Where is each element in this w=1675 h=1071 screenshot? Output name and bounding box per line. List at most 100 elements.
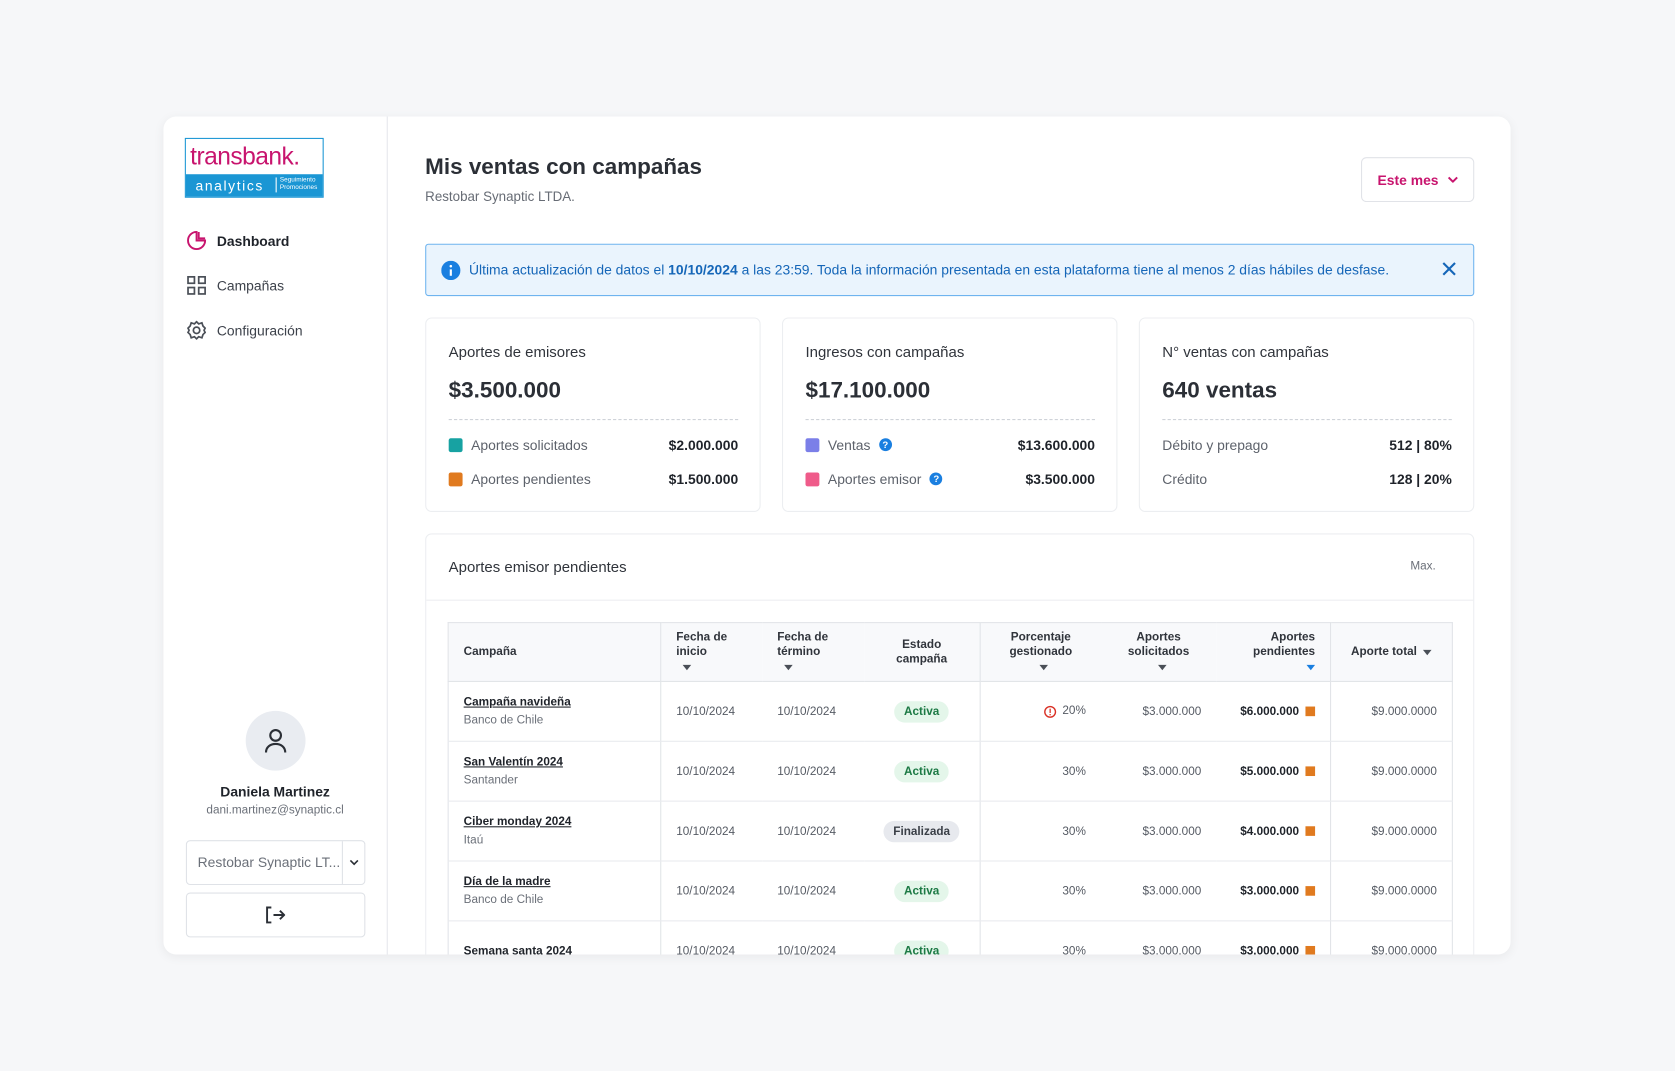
swatch xyxy=(448,471,463,486)
table-row: Campaña navideña Banco de Chile 10/10/2024… xyxy=(447,681,1453,742)
total: $9.000.0000 xyxy=(1330,801,1453,862)
divider xyxy=(426,599,1474,601)
column-header[interactable]: Fecha de inicio xyxy=(660,622,763,682)
nav-label: Dashboard xyxy=(216,232,290,249)
status-badge: Activa xyxy=(894,700,949,723)
pending: $3.000.000 xyxy=(1240,944,1300,955)
swatch xyxy=(448,437,463,452)
total: $9.000.0000 xyxy=(1330,920,1453,955)
percent: 30% xyxy=(1062,884,1086,898)
logo-tag: Seguimiento Promociones xyxy=(275,177,323,193)
row-value: 128 | 20% xyxy=(1389,470,1452,487)
campaign-link[interactable]: Ciber monday 2024 xyxy=(463,815,572,829)
percent-cell: 30% xyxy=(980,741,1101,802)
column-label: Aportes pendientes xyxy=(1253,630,1316,659)
sort-arrow xyxy=(783,664,793,670)
campaign-link[interactable]: Semana santa 2024 xyxy=(463,944,573,955)
requested: $3.000.000 xyxy=(1100,801,1217,862)
start-date: 10/10/2024 xyxy=(660,741,763,802)
pending-marker xyxy=(1305,886,1316,896)
pending-cell: $4.000.000 xyxy=(1216,801,1332,862)
row-value: $1.500.000 xyxy=(668,470,739,487)
sort-arrow xyxy=(682,664,692,670)
nav-item[interactable]: Dashboard xyxy=(187,230,290,250)
sort-arrow xyxy=(1306,664,1316,670)
total: $9.000.0000 xyxy=(1330,741,1453,802)
campaign-link[interactable]: Campaña navideña xyxy=(463,695,571,709)
row-value: $13.600.000 xyxy=(1017,436,1096,453)
column-header[interactable]: Aportes pendientes xyxy=(1216,622,1332,682)
campaign-cell: Ciber monday 2024 Itaú xyxy=(447,801,662,862)
start-date: 10/10/2024 xyxy=(660,681,763,742)
card-row: Aportes solicitados $2.000.000 xyxy=(448,434,738,455)
help-icon[interactable]: ? xyxy=(929,472,943,486)
end-date: 10/10/2024 xyxy=(762,860,864,922)
company-select-value: Restobar Synaptic LT... xyxy=(197,854,341,871)
requested: $3.000.000 xyxy=(1100,920,1217,955)
row-label: Crédito xyxy=(1162,470,1208,487)
status-badge: Finalizada xyxy=(883,820,960,842)
period-dropdown[interactable]: Este mes xyxy=(1361,157,1475,203)
avatar xyxy=(245,710,306,771)
start-date: 10/10/2024 xyxy=(660,920,763,955)
column-header[interactable]: Fecha de término xyxy=(762,622,864,682)
logo: transbank. analytics Seguimiento Promoci… xyxy=(184,137,324,198)
swatch xyxy=(805,437,820,452)
company-select[interactable]: Restobar Synaptic LT... xyxy=(185,840,366,886)
end-date: 10/10/2024 xyxy=(762,801,864,862)
pending: $5.000.000 xyxy=(1240,764,1300,778)
nav-item[interactable]: Campañas xyxy=(187,275,284,295)
column-label: Estado campaña xyxy=(896,638,948,666)
kpi-card: N° ventas con campañas 640 ventas Débito y… xyxy=(1138,317,1475,513)
warning-icon xyxy=(1044,705,1057,718)
card-row: Aportes pendientes $1.500.000 xyxy=(448,468,739,489)
pending: $6.000.000 xyxy=(1240,704,1300,718)
period-label: Este mes xyxy=(1377,171,1439,188)
status-cell: Activa xyxy=(863,920,981,955)
user-name: Daniela Martinez xyxy=(220,783,330,800)
select-arrow xyxy=(341,841,364,884)
help-icon[interactable]: ? xyxy=(878,438,892,452)
percent: 30% xyxy=(1062,944,1086,955)
column-label: Aportes solicitados xyxy=(1127,630,1190,659)
total: $9.000.0000 xyxy=(1330,860,1453,922)
status-cell: Activa xyxy=(863,741,981,802)
row-label: Aportes solicitados xyxy=(471,436,588,453)
nav-item[interactable]: Configuración xyxy=(186,320,303,340)
campaign-link[interactable]: San Valentín 2024 xyxy=(463,755,563,769)
page-title: Mis ventas con campañas xyxy=(425,154,702,180)
swatch xyxy=(805,471,820,486)
requested: $3.000.000 xyxy=(1100,681,1217,742)
logout-button[interactable] xyxy=(185,892,366,938)
column-label: Campaña xyxy=(463,645,517,659)
close-alert[interactable] xyxy=(1442,262,1456,276)
sidebar: transbank. analytics Seguimiento Promoci… xyxy=(163,116,388,955)
alert-prefix: Última actualización de datos el xyxy=(468,261,665,278)
percent-cell: 20% xyxy=(980,681,1101,742)
row-label: Débito y prepago xyxy=(1162,436,1269,453)
percent: 30% xyxy=(1062,764,1086,778)
end-date: 10/10/2024 xyxy=(762,681,864,742)
pending-cell: $6.000.000 xyxy=(1216,681,1332,742)
divider xyxy=(1162,419,1452,421)
logo-product: analytics xyxy=(195,177,264,194)
start-date: 10/10/2024 xyxy=(660,860,763,922)
table-row: Día de la madre Banco de Chile 10/10/2024 1… xyxy=(447,860,1453,922)
card-total: $17.100.000 xyxy=(805,378,931,403)
row-value: $3.500.000 xyxy=(1025,470,1096,487)
card-title: Ingresos con campañas xyxy=(805,343,965,361)
header-row: Campaña Fecha de inicio Fecha de término Es… xyxy=(447,622,1453,682)
column-header: Campaña xyxy=(447,622,662,682)
percent: 30% xyxy=(1062,824,1086,838)
alert-date: 10/10/2024 xyxy=(668,261,738,278)
column-header[interactable]: Aporte total xyxy=(1330,622,1453,682)
pending-marker xyxy=(1305,706,1316,717)
column-header[interactable]: Porcentaje gestionado xyxy=(980,622,1101,682)
campaign-link[interactable]: Día de la madre xyxy=(463,875,551,889)
pending-cell: $5.000.000 xyxy=(1216,741,1332,802)
sort-arrow xyxy=(1423,649,1432,655)
column-header[interactable]: Aportes solicitados xyxy=(1100,622,1217,682)
pending-panel: Aportes emisor pendientes Max. Campaña Fe… xyxy=(425,533,1475,955)
max-button[interactable]: Max. xyxy=(1410,560,1436,573)
campaign-table: Campaña Fecha de inicio Fecha de término Es… xyxy=(447,622,1453,955)
